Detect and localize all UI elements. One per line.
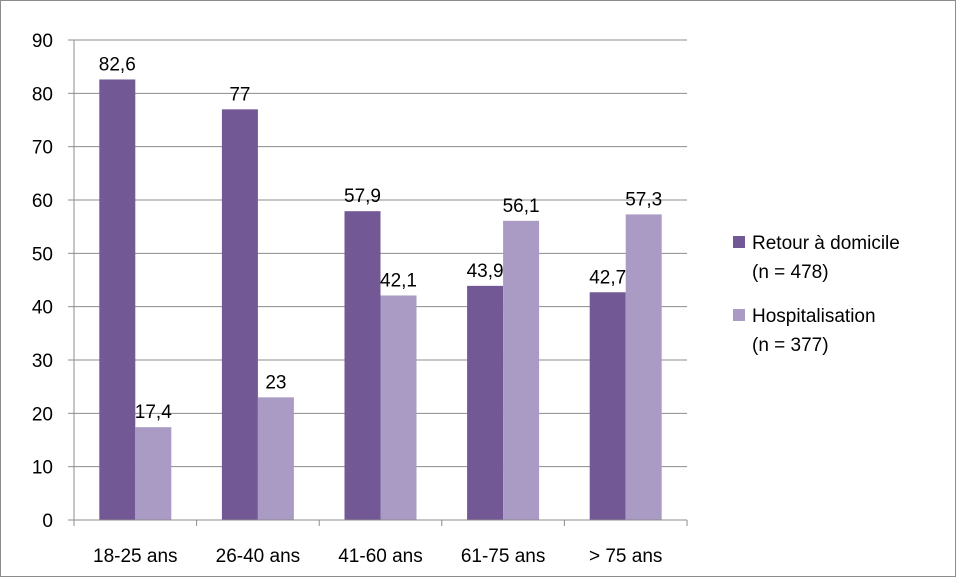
y-tick-label: 80 xyxy=(32,84,53,105)
y-tick-label: 10 xyxy=(32,458,53,479)
y-tick-label: 50 xyxy=(32,244,53,265)
data-label: 57,9 xyxy=(344,186,381,207)
bars xyxy=(99,79,662,521)
data-label: 42,7 xyxy=(589,267,626,288)
legend-swatch xyxy=(733,309,745,321)
data-label: 82,6 xyxy=(99,54,136,75)
data-label: 23 xyxy=(265,372,286,393)
legend-swatch xyxy=(733,236,745,248)
data-label: 57,3 xyxy=(625,189,662,210)
x-tick-label: > 75 ans xyxy=(589,546,662,567)
y-tick-label: 60 xyxy=(32,191,53,212)
y-tick-label: 40 xyxy=(32,298,53,319)
x-tick-label: 26-40 ans xyxy=(216,546,301,567)
bar-hospitalisation xyxy=(135,427,172,520)
bar-hospitalisation xyxy=(503,220,540,521)
x-tick-label: 41-60 ans xyxy=(338,546,423,567)
bar-hospitalisation xyxy=(380,295,417,520)
bar-retour-a-domicile xyxy=(344,211,381,520)
x-tick-label: 18-25 ans xyxy=(93,546,178,567)
bar-retour-a-domicile xyxy=(467,285,504,520)
data-label: 56,1 xyxy=(503,196,540,217)
bar-hospitalisation xyxy=(625,214,662,520)
legend-label: Retour à domicile xyxy=(752,233,900,254)
y-tick-label: 70 xyxy=(32,138,53,159)
bar-retour-a-domicile xyxy=(99,79,136,520)
data-label: 42,1 xyxy=(380,270,417,291)
y-tick-label: 30 xyxy=(32,351,53,372)
bar-retour-a-domicile xyxy=(589,292,626,520)
bar-hospitalisation xyxy=(257,397,294,520)
data-label: 43,9 xyxy=(467,261,504,282)
data-label: 17,4 xyxy=(135,402,172,423)
data-label: 77 xyxy=(229,84,250,105)
axes: 0 10 20 30 40 50 60 70 80 90 18-25 ans 26-40 ans 41-… xyxy=(32,31,688,567)
y-tick-label: 90 xyxy=(32,31,53,52)
legend-label: (n = 478) xyxy=(752,262,829,283)
legend-label: Hospitalisation xyxy=(752,306,876,327)
y-tick-label: 0 xyxy=(42,511,53,532)
y-tick-label: 20 xyxy=(32,404,53,425)
legend: Retour à domicile (n = 478) Hospitalisatio… xyxy=(733,233,900,356)
legend-label: (n = 377) xyxy=(752,335,829,356)
x-tick-label: 61-75 ans xyxy=(461,546,546,567)
bar-retour-a-domicile xyxy=(221,109,258,520)
data-labels: 82,6 77 57,9 43,9 42,7 17,4 23 42,1 56,1 57,3 xyxy=(99,54,662,423)
